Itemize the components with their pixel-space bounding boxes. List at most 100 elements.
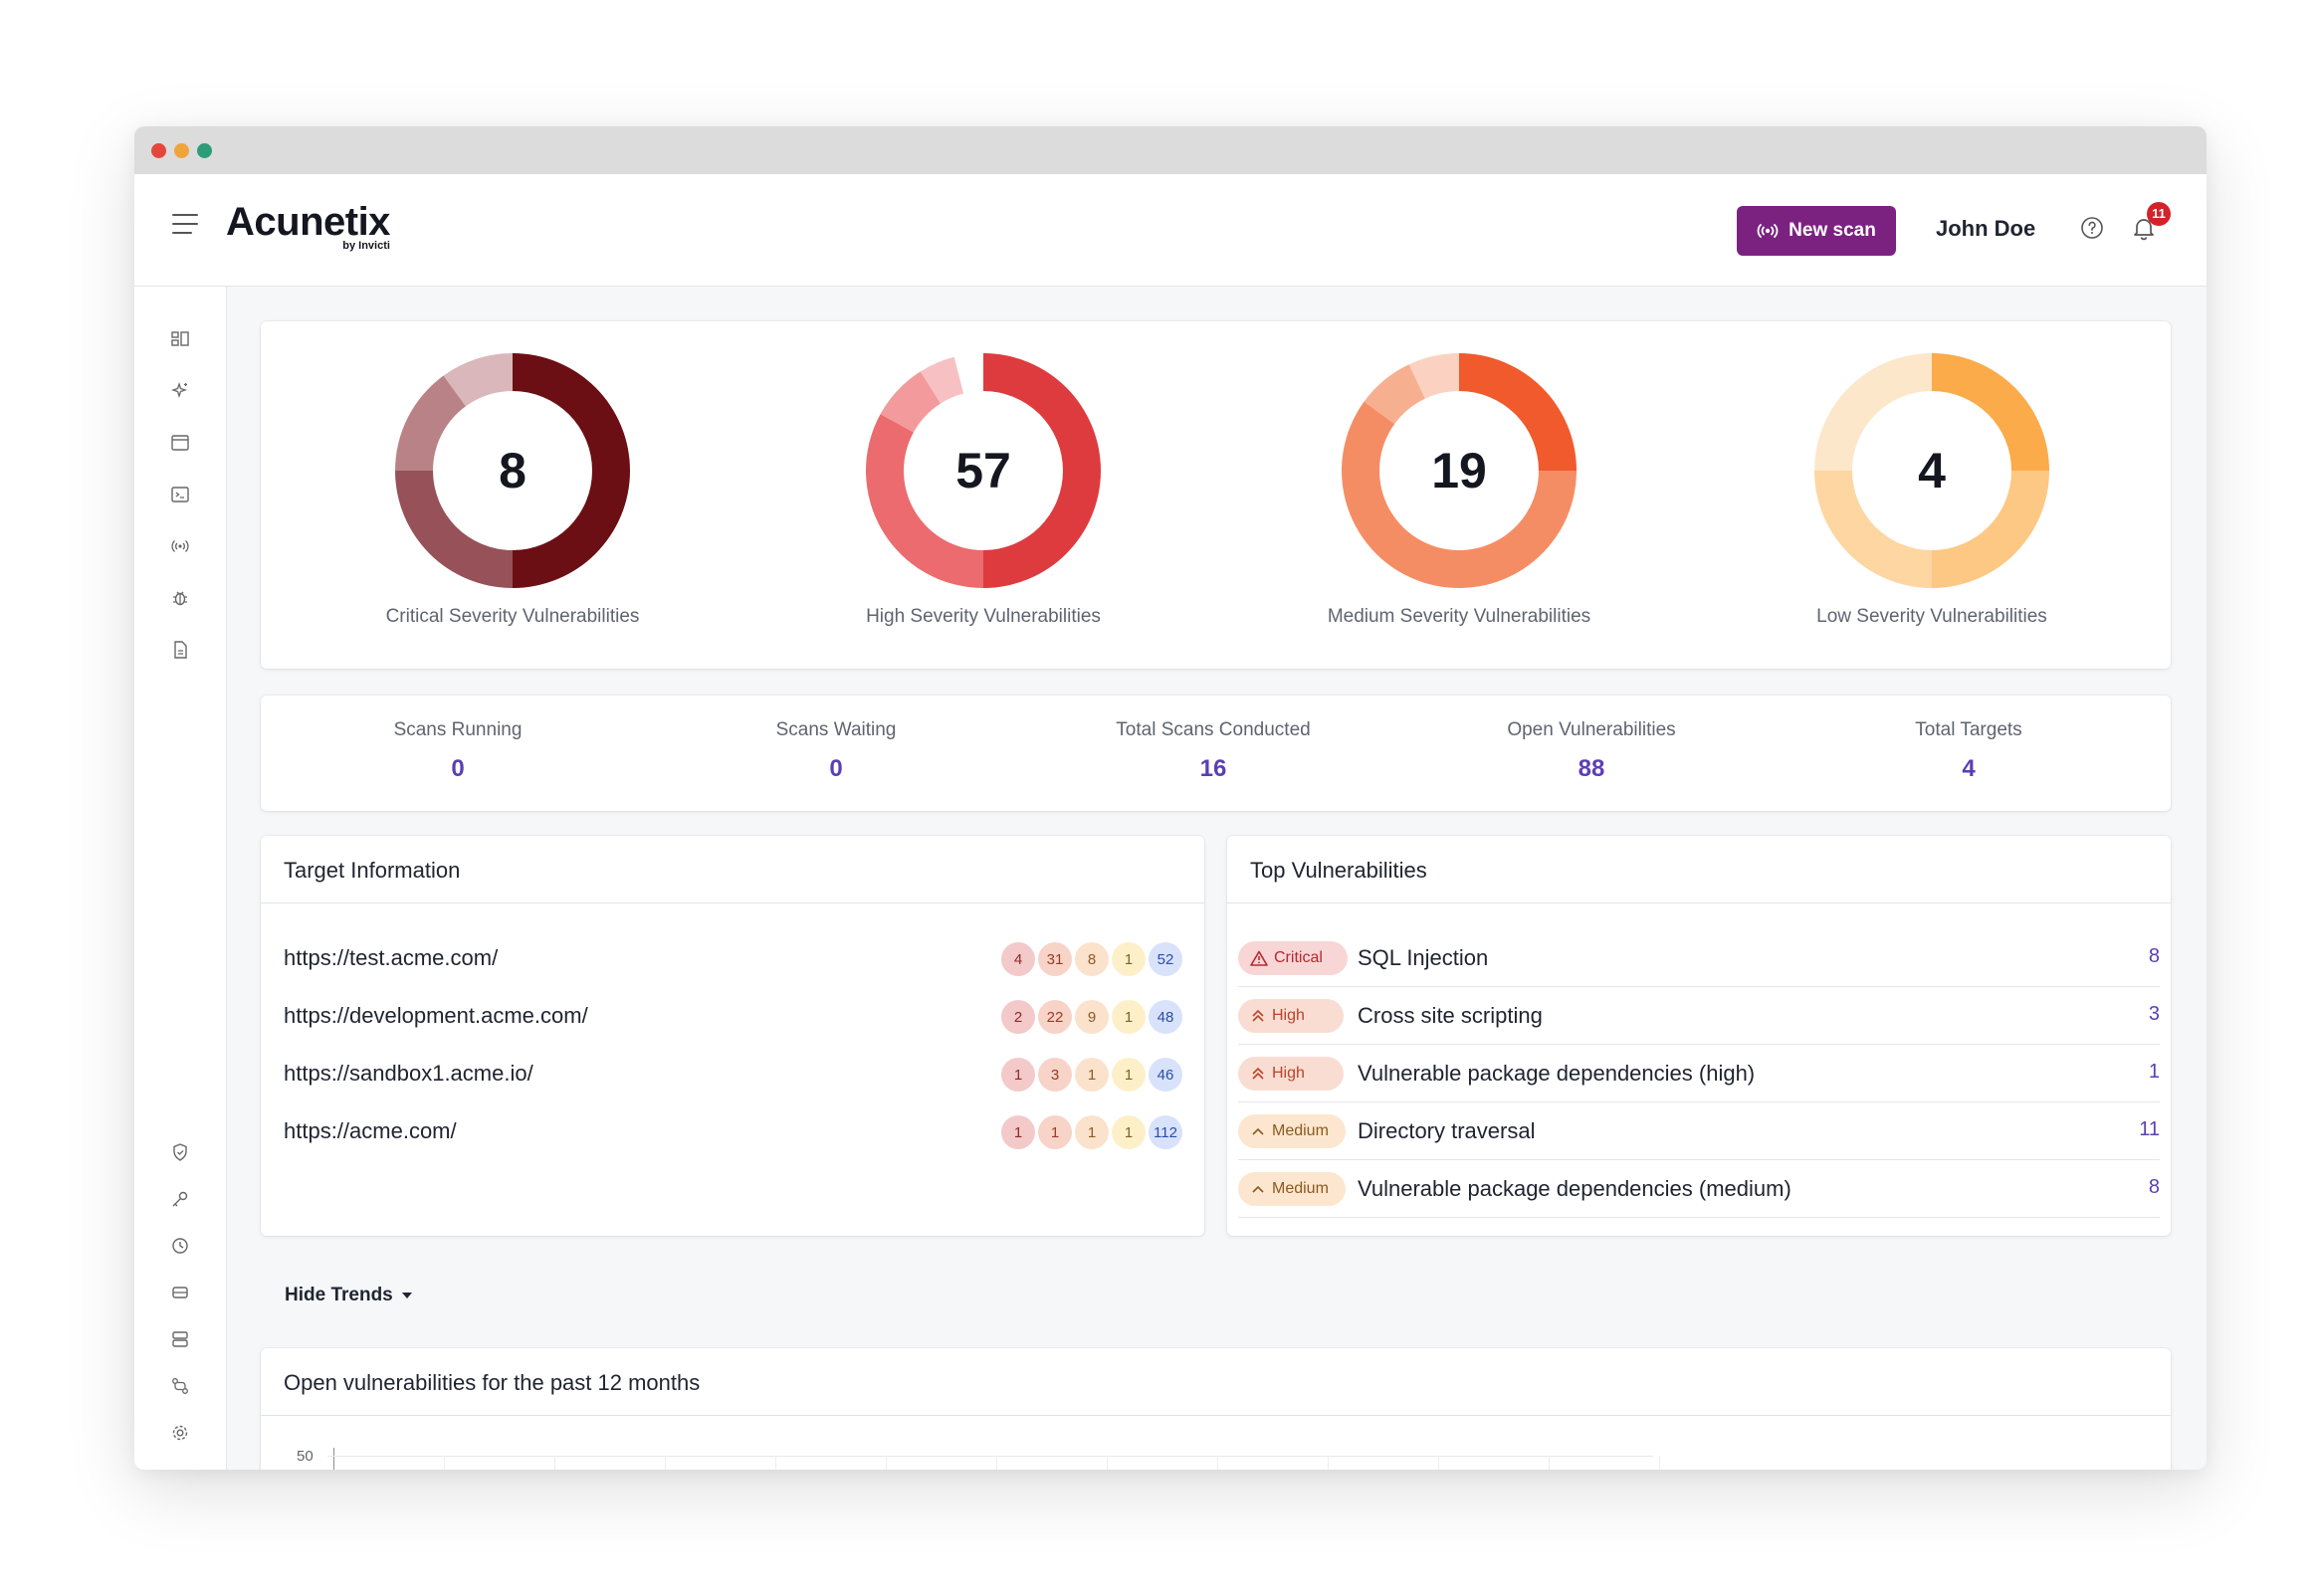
vulnerability-count[interactable]: 8 (2148, 1176, 2160, 1198)
target-url[interactable]: https://sandbox1.acme.io/ (284, 1061, 533, 1086)
vulnerability-count[interactable]: 3 (2148, 1003, 2160, 1025)
donut-segment[interactable] (395, 471, 513, 588)
reports-icon[interactable] (170, 640, 190, 660)
donut-segment[interactable] (1459, 353, 1577, 471)
new-scan-button[interactable]: New scan (1737, 206, 1896, 256)
targets-icon[interactable] (170, 433, 190, 453)
low-count-pill: 1 (1112, 1115, 1146, 1149)
vulnerability-count[interactable]: 11 (2139, 1118, 2160, 1140)
vulnerability-name[interactable]: Vulnerable package dependencies (medium) (1358, 1176, 1791, 1201)
vulnerability-row[interactable]: Medium Vulnerable package dependencies (… (1238, 1160, 2160, 1218)
low-donut-chart: 4 (1814, 353, 2049, 588)
caret-down-icon (401, 1293, 412, 1298)
stat-value: 88 (1578, 755, 1605, 782)
severity-text: Critical (1274, 949, 1323, 966)
high-count-pill: 1 (1038, 1115, 1072, 1149)
stat-label: Total Targets (1915, 719, 2022, 740)
critical-donut-chart: 8 (395, 353, 630, 588)
top-bar: Acunetix by Invicti New scan John Doe 11 (134, 174, 2207, 287)
new-scan-label: New scan (1789, 220, 1876, 241)
scans-icon[interactable] (170, 536, 190, 556)
sparkle-icon[interactable] (170, 381, 190, 401)
vulnerability-name[interactable]: Vulnerable package dependencies (high) (1358, 1061, 1756, 1086)
vulnerability-row[interactable]: Medium Directory traversal 11 (1238, 1102, 2160, 1160)
donut-segment[interactable] (395, 375, 466, 471)
clock-icon[interactable] (170, 1236, 190, 1256)
high-severity-widget[interactable]: 57 High Severity Vulnerabilities (804, 353, 1162, 628)
severity-text: High (1272, 1065, 1305, 1082)
stat-total-targets[interactable]: Total Targets 4 (1780, 719, 2158, 783)
donut-segment[interactable] (443, 353, 513, 407)
target-row[interactable]: https://acme.com/ 1 1 1 1 112 (284, 1110, 1182, 1150)
minimize-window-button[interactable] (174, 143, 189, 158)
high-count-pill: 22 (1038, 1000, 1072, 1034)
menu-toggle-icon[interactable] (172, 214, 198, 236)
close-window-button[interactable] (151, 143, 166, 158)
vulnerability-count[interactable]: 8 (2148, 945, 2160, 967)
double-chevron-up-icon (1252, 1067, 1264, 1080)
info-count-pill: 46 (1149, 1058, 1182, 1092)
donut-segment[interactable] (1932, 471, 2049, 588)
integrations-icon[interactable] (170, 1376, 190, 1396)
donut-segment[interactable] (1342, 401, 1577, 588)
help-icon[interactable] (2080, 216, 2104, 240)
donut-segment[interactable] (866, 414, 983, 588)
high-donut-chart: 57 (866, 353, 1101, 588)
low-severity-widget[interactable]: 4 Low Severity Vulnerabilities (1753, 353, 2111, 628)
critical-severity-widget[interactable]: 8 Critical Severity Vulnerabilities (333, 353, 692, 628)
donut-segment[interactable] (880, 371, 942, 433)
vulnerability-name[interactable]: SQL Injection (1358, 945, 1489, 970)
high-count-pill: 3 (1038, 1058, 1072, 1092)
chart-gridline (444, 1456, 445, 1470)
info-count-pill: 52 (1149, 942, 1182, 976)
gridline-top (327, 1456, 1653, 1457)
database-icon[interactable] (170, 1329, 190, 1349)
stat-scans-waiting[interactable]: Scans Waiting 0 (647, 719, 1025, 783)
vulnerability-row[interactable]: High Vulnerable package dependencies (hi… (1238, 1045, 2160, 1102)
donut-segment[interactable] (1932, 353, 2049, 471)
top-vulnerabilities-card: Top Vulnerabilities Critical SQL Injecti… (1227, 836, 2171, 1236)
severity-summary-card: 8 Critical Severity Vulnerabilities 57 H… (261, 321, 2171, 669)
settings-icon[interactable] (170, 1423, 190, 1443)
vulnerability-row[interactable]: High Cross site scripting 3 (1238, 987, 2160, 1045)
target-row[interactable]: https://development.acme.com/ 2 22 9 1 4… (284, 995, 1182, 1035)
target-url[interactable]: https://acme.com/ (284, 1118, 457, 1143)
vulnerability-count[interactable]: 1 (2148, 1061, 2160, 1083)
target-row[interactable]: https://sandbox1.acme.io/ 1 3 1 1 46 (284, 1053, 1182, 1093)
key-icon[interactable] (170, 1189, 190, 1209)
donut-segment[interactable] (1814, 471, 1932, 588)
maximize-window-button[interactable] (197, 143, 212, 158)
shield-icon[interactable] (170, 1142, 190, 1162)
stat-scans-running[interactable]: Scans Running 0 (269, 719, 647, 783)
target-row[interactable]: https://test.acme.com/ 4 31 8 1 52 (284, 937, 1182, 977)
hide-trends-toggle[interactable]: Hide Trends (285, 1285, 413, 1306)
vulnerability-row[interactable]: Critical SQL Injection 8 (1238, 929, 2160, 987)
user-menu[interactable]: John Doe (1936, 216, 2036, 241)
donut-segment[interactable] (983, 353, 1101, 588)
dashboard-icon[interactable] (170, 329, 190, 349)
chart-gridline (1328, 1456, 1329, 1470)
critical-count-pill: 4 (1001, 942, 1035, 976)
donut-segment[interactable] (920, 356, 964, 404)
stat-open-vulnerabilities[interactable]: Open Vulnerabilities 88 (1402, 719, 1781, 783)
donut-segment[interactable] (1364, 364, 1425, 424)
target-url[interactable]: https://development.acme.com/ (284, 1003, 588, 1028)
stat-total-scans[interactable]: Total Scans Conducted 16 (1024, 719, 1402, 783)
divider (261, 1415, 2171, 1416)
stat-label: Total Scans Conducted (1116, 719, 1311, 740)
donut-segment[interactable] (1814, 353, 1932, 471)
target-url[interactable]: https://test.acme.com/ (284, 945, 499, 970)
storage-icon[interactable] (170, 1283, 190, 1302)
acunetix-logo[interactable]: Acunetix by Invicti (226, 200, 390, 252)
vulnerability-name[interactable]: Cross site scripting (1358, 1003, 1543, 1028)
terminal-icon[interactable] (170, 485, 190, 504)
severity-badge-medium: Medium (1238, 1172, 1346, 1206)
donut-segment[interactable] (513, 353, 630, 588)
bug-icon[interactable] (170, 588, 190, 608)
stat-label: Open Vulnerabilities (1507, 719, 1676, 740)
trends-chart-card: Open vulnerabilities for the past 12 mon… (261, 1348, 2171, 1470)
donut-segment[interactable] (1408, 353, 1459, 399)
notifications-bell-icon[interactable] (2130, 214, 2158, 242)
medium-severity-widget[interactable]: 19 Medium Severity Vulnerabilities (1280, 353, 1638, 628)
vulnerability-name[interactable]: Directory traversal (1358, 1118, 1536, 1143)
